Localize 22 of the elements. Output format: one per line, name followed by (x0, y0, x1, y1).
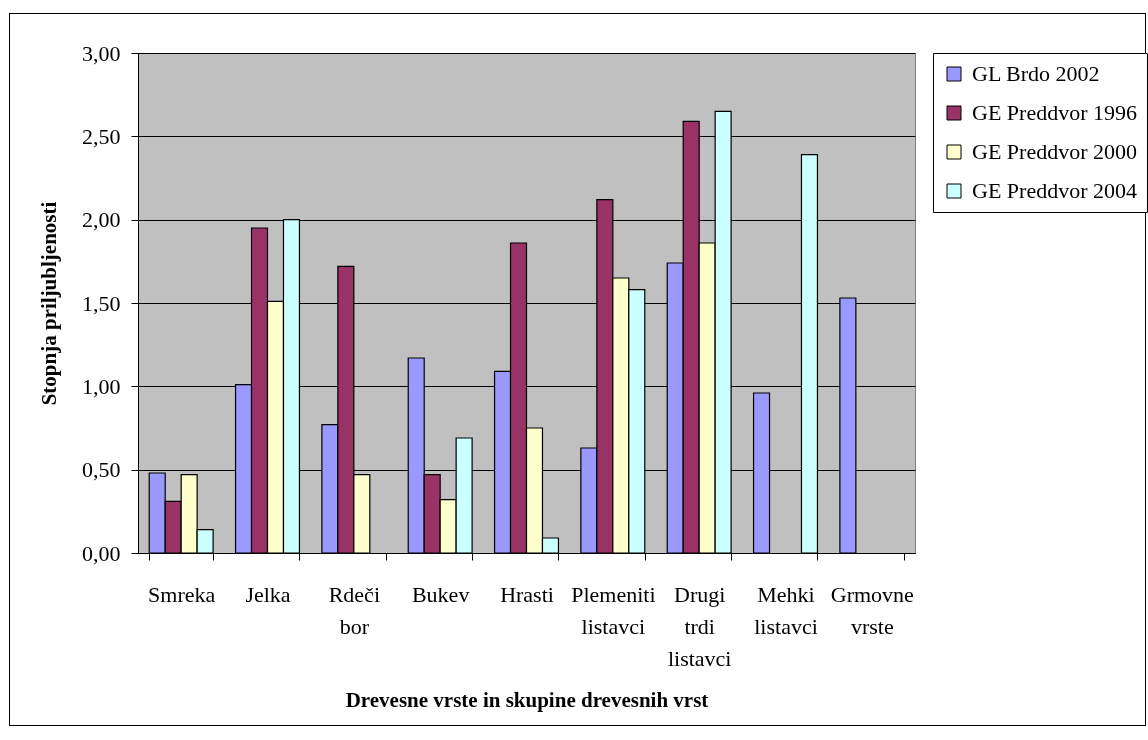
x-tick-label: Smreka (148, 581, 216, 607)
x-tick-label: Rdeči bor (328, 581, 380, 639)
y-tick-label: 3,00 (82, 40, 121, 66)
x-tick-label: Jelka (245, 581, 291, 607)
x-tick-label: Mehki listavci (754, 581, 818, 639)
y-axis-title: Stopnja priljubljenosti (37, 201, 61, 406)
x-tick-label: Plemeniti listavci (571, 581, 656, 639)
y-tick-label: 0,00 (82, 540, 121, 566)
x-tick-label: Grmovne vrste (830, 581, 914, 639)
x-tick-label: Drugi trdi listavci (667, 581, 732, 671)
y-tick-label: 1,50 (82, 290, 121, 316)
x-tick-label: Hrasti (500, 581, 554, 607)
y-tick-label: 2,50 (82, 123, 121, 149)
legend-label: GL Brdo 2002 (972, 61, 1100, 86)
x-tick-label: Bukev (411, 581, 470, 607)
y-tick-label: 2,00 (82, 207, 121, 233)
legend-label: GE Preddvor 1996 (972, 100, 1137, 125)
legend-label: GE Preddvor 2000 (972, 139, 1137, 164)
y-tick-label: 1,00 (82, 373, 121, 399)
x-axis-title: Drevesne vrste in skupine drevesnih vrst (345, 687, 709, 712)
y-tick-label: 0,50 (82, 457, 121, 483)
legend-label: GE Preddvor 2004 (972, 178, 1137, 203)
